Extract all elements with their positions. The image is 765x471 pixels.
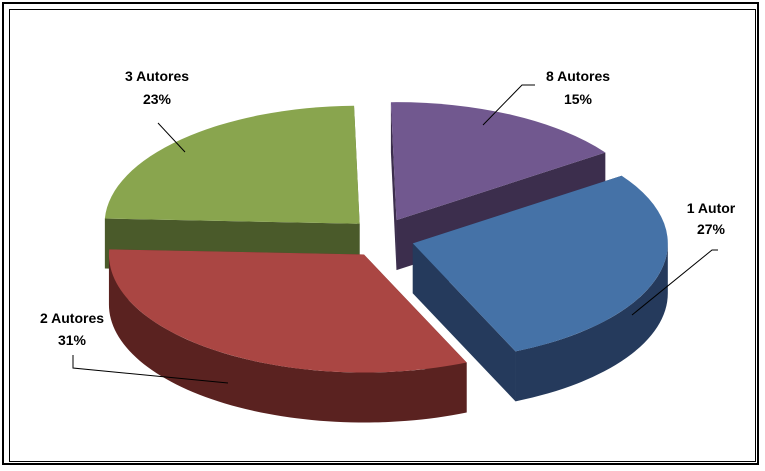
leader-line-2-autores	[72, 355, 229, 384]
leader-line-8-autores	[482, 84, 535, 126]
slice-pct-2-autores: 31%	[58, 332, 87, 348]
chart-inner-border	[9, 9, 756, 462]
leader-line-1-autor	[631, 249, 718, 316]
slice-pct-1-autor: 27%	[697, 221, 726, 237]
slice-3-autores	[104, 105, 360, 274]
slice-pct-3-autores: 23%	[143, 91, 172, 107]
slice-label-2-autores: 2 Autores	[40, 310, 104, 326]
slice-label-8-autores: 8 Autores	[546, 68, 610, 84]
slice-pct-8-autores: 15%	[564, 91, 593, 107]
slice-1-autor	[412, 175, 668, 402]
slice-label-3-autores: 3 Autores	[125, 68, 189, 84]
slice-label-1-autor: 1 Autor	[687, 200, 736, 216]
chart-outer-border	[2, 2, 759, 465]
leader-line-3-autores	[157, 122, 186, 153]
